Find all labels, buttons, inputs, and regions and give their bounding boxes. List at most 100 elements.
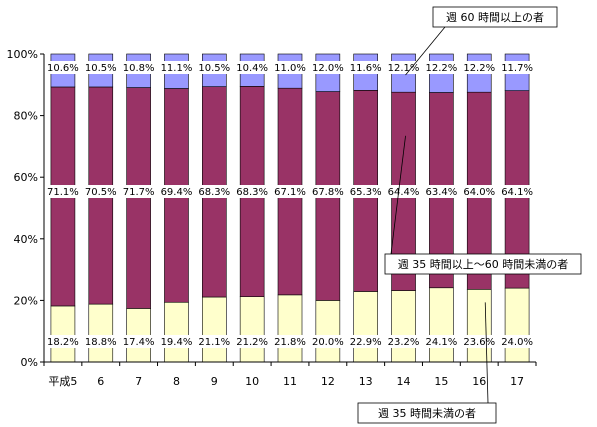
data-label-2-1: 10.5% <box>85 63 117 74</box>
bar-segment-0-12 <box>504 287 530 363</box>
data-label-bg <box>426 185 457 198</box>
x-tick-label-6: 11 <box>283 375 297 388</box>
data-label-bg <box>388 185 419 198</box>
data-label-bg <box>199 335 230 348</box>
data-label-1-12: 64.1% <box>501 187 533 198</box>
y-tick-label: 40% <box>14 233 38 246</box>
data-label-0-1: 18.8% <box>85 337 117 348</box>
data-label-bg <box>237 335 268 348</box>
data-label-2-12: 11.7% <box>501 63 533 74</box>
data-label-1-10: 63.4% <box>425 187 457 198</box>
bar-segment-0-3 <box>164 301 189 363</box>
data-label-bg <box>312 335 343 348</box>
data-label-2-5: 10.4% <box>236 63 268 74</box>
data-label-bg <box>85 185 116 198</box>
data-label-2-6: 11.0% <box>274 63 306 74</box>
data-label-bg <box>275 61 305 74</box>
data-label-1-4: 68.3% <box>198 187 230 198</box>
data-label-bg <box>123 61 154 74</box>
data-labels-layer: 18.2% 18.8% 17.4% 19.4% 21.1% 21.2% 21.8% 20.0%… <box>47 61 533 348</box>
data-label-2-4: 10.5% <box>198 63 230 74</box>
x-tick-label-7: 12 <box>321 375 335 388</box>
x-tick-label-11: 16 <box>472 375 486 388</box>
data-label-bg <box>161 185 192 198</box>
data-label-2-11: 12.2% <box>463 63 495 74</box>
callout-label-0: 週 60 時間以上の者 <box>446 11 544 24</box>
x-tick-label-2: 7 <box>135 375 142 388</box>
data-label-1-7: 67.8% <box>312 187 344 198</box>
data-label-bg <box>123 335 154 348</box>
data-label-2-7: 12.0% <box>312 63 344 74</box>
data-label-bg <box>199 185 230 198</box>
data-label-bg <box>464 185 495 198</box>
y-tick-label: 20% <box>14 294 38 307</box>
callout-label-1: 週 35 時間以上～60 時間未満の者 <box>398 258 568 271</box>
data-label-bg <box>312 61 343 74</box>
data-label-2-8: 11.6% <box>350 63 382 74</box>
x-tick-label-4: 9 <box>211 375 218 388</box>
data-label-bg <box>388 335 419 348</box>
callout-box-1 <box>384 253 582 275</box>
data-label-bg <box>502 61 533 74</box>
y-tick-label: 100% <box>7 48 38 61</box>
data-label-bg <box>426 61 457 74</box>
axes-layer: 0% 20% 40% 60% 80% 100% 平成5 6 7 8 9 10 11 12 13 14 15 16 1… <box>7 48 537 388</box>
data-label-0-0: 18.2% <box>47 337 79 348</box>
data-label-1-3: 69.4% <box>161 187 193 198</box>
y-tick-label: 80% <box>14 110 38 123</box>
data-label-bg <box>312 185 343 198</box>
data-label-0-12: 24.0% <box>501 337 533 348</box>
bar-segment-0-1 <box>88 303 114 363</box>
data-label-bg <box>123 185 154 198</box>
data-label-bg <box>275 185 305 198</box>
data-label-bg <box>350 61 381 74</box>
data-label-bg <box>47 335 78 348</box>
data-label-1-5: 68.3% <box>236 187 268 198</box>
data-label-bg <box>47 61 78 74</box>
data-label-bg <box>199 61 230 74</box>
data-label-1-1: 70.5% <box>85 187 117 198</box>
data-label-bg <box>502 185 533 198</box>
x-tick-label-8: 13 <box>359 375 373 388</box>
data-label-bg <box>161 61 192 74</box>
data-label-1-8: 65.3% <box>350 187 382 198</box>
bar-segment-0-0 <box>50 305 76 363</box>
data-label-0-11: 23.6% <box>463 337 495 348</box>
callout-label-2: 週 35 時間未満の者 <box>378 407 476 420</box>
data-label-0-8: 22.9% <box>350 337 382 348</box>
data-label-2-0: 10.6% <box>47 63 79 74</box>
data-label-0-4: 21.1% <box>198 337 230 348</box>
bar-segment-0-4 <box>202 296 227 363</box>
x-tick-label-9: 14 <box>397 375 411 388</box>
bar-segment-0-6 <box>277 294 303 363</box>
data-label-bg <box>464 61 495 74</box>
data-label-0-7: 20.0% <box>312 337 344 348</box>
callout-box-0 <box>432 6 558 28</box>
data-label-bg <box>161 335 192 348</box>
data-label-1-6: 67.1% <box>274 187 306 198</box>
bar-segment-0-8 <box>353 291 378 363</box>
data-label-bg <box>237 185 268 198</box>
data-label-bg <box>237 61 268 74</box>
x-tick-label-3: 8 <box>173 375 180 388</box>
bar-segment-0-5 <box>239 296 265 363</box>
data-label-bg <box>350 185 381 198</box>
x-tick-label-0: 平成5 <box>48 375 77 388</box>
data-label-0-9: 23.2% <box>388 337 420 348</box>
bars-layer <box>50 53 530 363</box>
data-label-1-0: 71.1% <box>47 187 79 198</box>
callout-leader-0 <box>405 26 446 76</box>
data-label-1-2: 71.7% <box>123 187 155 198</box>
callout-leader-2 <box>484 302 489 404</box>
x-tick-label-10: 15 <box>434 375 448 388</box>
bar-segment-0-9 <box>391 290 416 363</box>
data-label-bg <box>502 335 533 348</box>
bar-segment-0-7 <box>315 300 341 363</box>
x-tick-label-1: 6 <box>97 375 104 388</box>
data-label-bg <box>350 335 381 348</box>
data-label-bg <box>275 335 305 348</box>
y-tick-label: 60% <box>14 171 38 184</box>
data-label-1-9: 64.4% <box>388 187 420 198</box>
